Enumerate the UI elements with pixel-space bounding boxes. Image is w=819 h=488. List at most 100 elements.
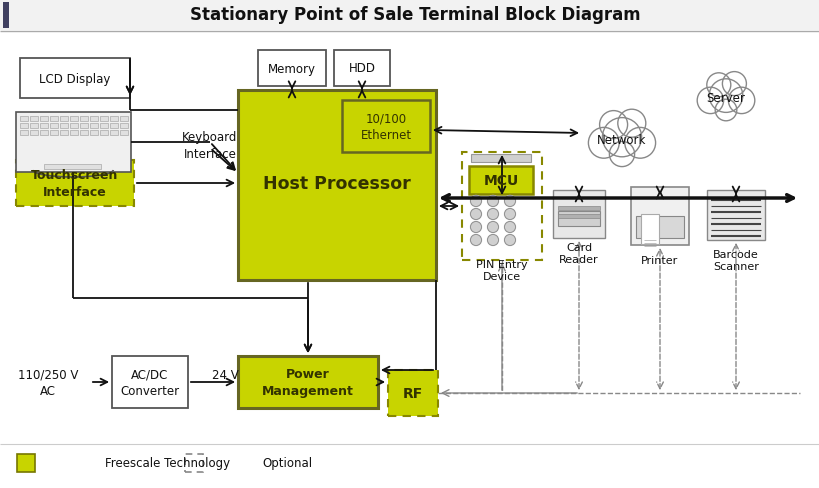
Text: Power
Management: Power Management — [262, 367, 354, 397]
Bar — [80, 131, 88, 136]
Circle shape — [707, 74, 731, 98]
Text: RF: RF — [403, 386, 423, 400]
Bar — [20, 59, 130, 99]
Bar — [631, 187, 689, 245]
Circle shape — [487, 222, 499, 233]
Bar — [238, 356, 378, 408]
Text: Network: Network — [597, 134, 647, 147]
Bar — [185, 454, 203, 472]
Bar — [30, 124, 38, 129]
Text: Stationary Point of Sale Terminal Block Diagram: Stationary Point of Sale Terminal Block … — [190, 6, 640, 24]
Circle shape — [505, 235, 515, 246]
Circle shape — [505, 209, 515, 220]
Bar — [112, 356, 188, 408]
Circle shape — [487, 209, 499, 220]
Text: 24 V: 24 V — [211, 369, 238, 382]
Circle shape — [722, 72, 746, 97]
Circle shape — [697, 88, 724, 114]
Bar — [636, 217, 684, 239]
Bar — [110, 124, 118, 129]
Text: HDD: HDD — [349, 62, 375, 75]
Bar — [469, 167, 533, 195]
Circle shape — [603, 119, 641, 158]
Text: Barcode
Scanner: Barcode Scanner — [713, 249, 759, 272]
Bar — [462, 153, 542, 261]
Bar — [60, 124, 68, 129]
Bar — [120, 117, 128, 122]
Circle shape — [505, 222, 515, 233]
Bar — [80, 124, 88, 129]
Bar — [16, 113, 131, 173]
Circle shape — [487, 196, 499, 207]
Bar — [70, 117, 78, 122]
Bar — [558, 212, 600, 226]
Bar — [334, 51, 390, 87]
Bar — [90, 117, 98, 122]
Bar — [120, 124, 128, 129]
Bar — [40, 117, 48, 122]
Circle shape — [728, 88, 755, 114]
Bar — [50, 124, 58, 129]
Bar — [707, 191, 765, 241]
Text: Keyboard
Interface: Keyboard Interface — [183, 131, 238, 161]
Text: Card
Reader: Card Reader — [559, 242, 599, 265]
Bar — [20, 117, 28, 122]
Bar — [70, 124, 78, 129]
Bar — [90, 131, 98, 136]
Bar — [120, 131, 128, 136]
Bar — [60, 131, 68, 136]
Text: PIN Entry
Device: PIN Entry Device — [476, 259, 527, 282]
Circle shape — [470, 209, 482, 220]
Bar — [100, 124, 108, 129]
Circle shape — [505, 196, 515, 207]
Circle shape — [588, 128, 619, 159]
Bar — [558, 215, 600, 219]
Circle shape — [609, 142, 635, 167]
Bar — [30, 131, 38, 136]
Circle shape — [470, 196, 482, 207]
Bar — [70, 131, 78, 136]
Bar — [30, 117, 38, 122]
Text: AC/DC
Converter: AC/DC Converter — [120, 367, 179, 397]
Bar — [17, 454, 35, 472]
Bar — [110, 117, 118, 122]
Text: 110/250 V
AC: 110/250 V AC — [18, 367, 78, 397]
Bar — [641, 215, 659, 244]
Text: Optional: Optional — [262, 457, 312, 469]
Bar — [90, 124, 98, 129]
Bar — [258, 51, 326, 87]
Circle shape — [470, 222, 482, 233]
Bar — [558, 206, 600, 210]
Text: Server: Server — [707, 92, 745, 105]
Bar — [100, 131, 108, 136]
Bar — [342, 101, 430, 153]
Bar — [553, 191, 605, 239]
Bar — [388, 370, 438, 416]
Bar — [50, 131, 58, 136]
Bar — [20, 131, 28, 136]
Circle shape — [618, 110, 646, 138]
Bar — [238, 91, 436, 281]
Text: Host Processor: Host Processor — [263, 175, 411, 193]
Bar — [3, 3, 9, 29]
Text: 10/100
Ethernet: 10/100 Ethernet — [360, 112, 412, 142]
Bar — [16, 161, 134, 206]
Bar — [471, 155, 531, 163]
Text: MCU: MCU — [483, 174, 518, 187]
Text: LCD Display: LCD Display — [39, 72, 111, 85]
Bar — [80, 117, 88, 122]
Circle shape — [470, 235, 482, 246]
Text: Touchscreen
Interface: Touchscreen Interface — [31, 169, 119, 198]
Bar — [60, 117, 68, 122]
Bar — [100, 117, 108, 122]
Circle shape — [625, 128, 655, 159]
Bar — [0, 0, 819, 31]
Text: Freescale Technology: Freescale Technology — [105, 457, 230, 469]
Circle shape — [600, 111, 627, 139]
Bar — [40, 131, 48, 136]
Text: Printer: Printer — [641, 256, 679, 265]
Bar — [110, 131, 118, 136]
Circle shape — [487, 235, 499, 246]
Circle shape — [709, 80, 743, 113]
Bar — [40, 124, 48, 129]
